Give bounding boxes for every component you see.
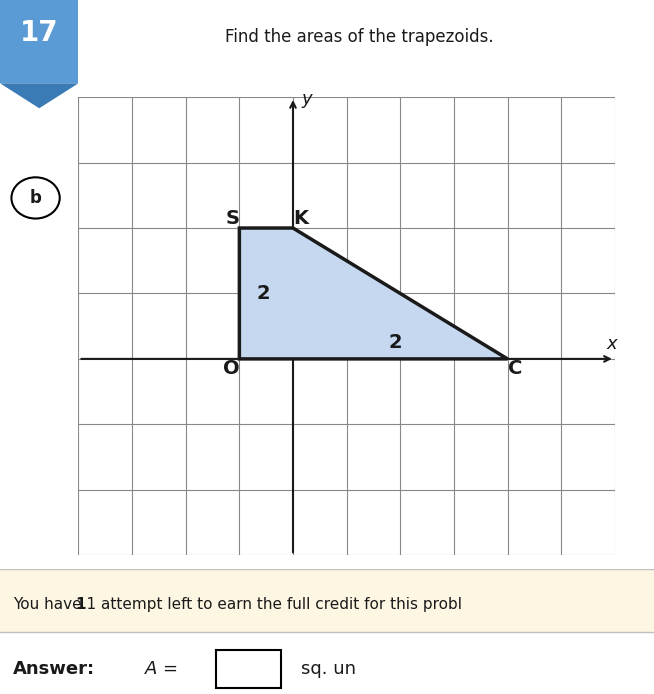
Text: Find the areas of the trapezoids.: Find the areas of the trapezoids. <box>226 28 494 46</box>
Text: S: S <box>226 209 239 228</box>
Text: b: b <box>29 189 41 207</box>
Text: 2: 2 <box>388 333 402 352</box>
Text: y: y <box>301 90 312 108</box>
Text: 17: 17 <box>20 19 59 47</box>
Text: 1: 1 <box>75 597 86 611</box>
Polygon shape <box>0 83 78 108</box>
Bar <box>0 569 654 632</box>
Text: x: x <box>607 335 617 353</box>
Text: O: O <box>223 359 239 378</box>
Circle shape <box>12 178 60 219</box>
Polygon shape <box>239 228 508 359</box>
Text: 2: 2 <box>256 284 270 303</box>
Text: $A$ =: $A$ = <box>144 660 178 678</box>
Text: K: K <box>293 209 308 228</box>
Text: You have 1 attempt left to earn the full credit for this probl: You have 1 attempt left to earn the full… <box>13 597 462 611</box>
Text: Answer:: Answer: <box>13 660 95 678</box>
Text: sq. un: sq. un <box>301 660 356 678</box>
FancyBboxPatch shape <box>216 650 281 688</box>
FancyBboxPatch shape <box>0 0 78 83</box>
Text: C: C <box>508 359 522 378</box>
